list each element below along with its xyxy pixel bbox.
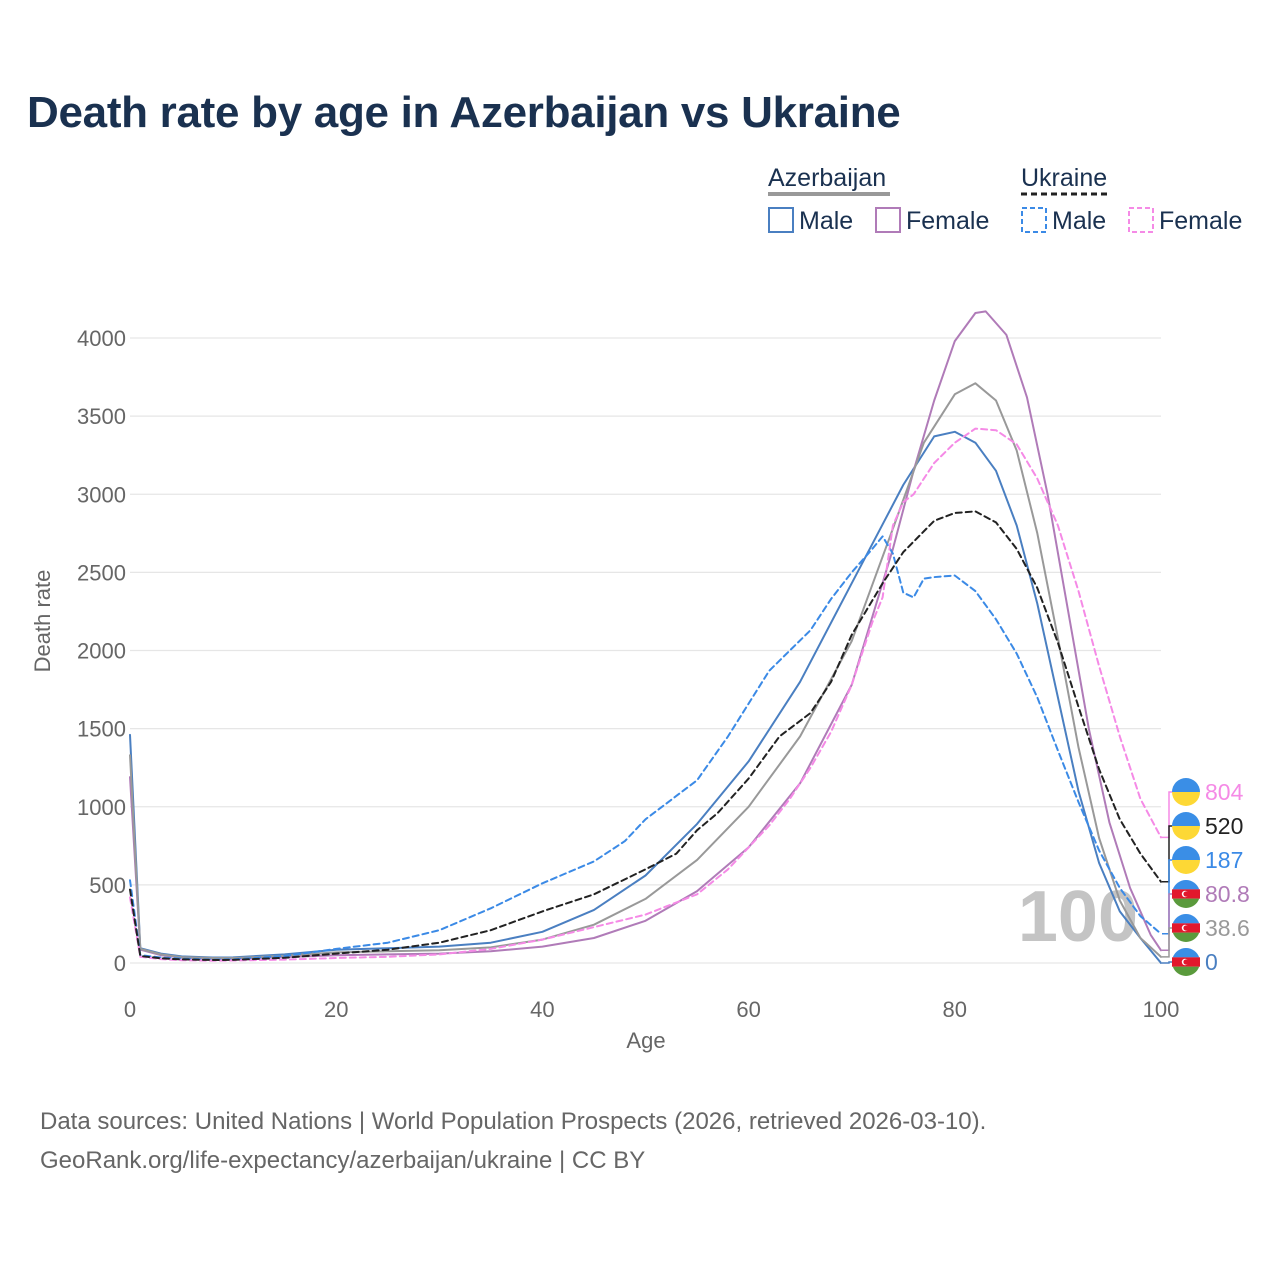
legend-ukraine-female-label: Female — [1159, 207, 1242, 235]
flag-bottom-half — [1172, 826, 1200, 840]
chart-title: Death rate by age in Azerbaijan vs Ukrai… — [27, 88, 901, 137]
series-az_total-line — [129, 382, 1162, 959]
legend: Azerbaijan Ukraine Male Female Male Fema… — [768, 164, 1242, 235]
flag-azerbaijan-icon-az_total — [1172, 914, 1200, 943]
age-watermark: 100 — [1018, 877, 1138, 957]
flag-ukraine-icon-ua_female — [1172, 778, 1200, 806]
series-ua_male-line — [129, 535, 1162, 961]
series-ua_total-line — [129, 510, 1162, 961]
end-label-ua_male: 187 — [1205, 847, 1243, 873]
flag-top-band — [1172, 947, 1200, 958]
end-labels: 804 520 187 80.8 38.6 0 — [1162, 778, 1250, 977]
flag-azerbaijan-icon-az_male — [1172, 947, 1200, 977]
legend-ukraine-male-label: Male — [1052, 207, 1106, 235]
legend-ukraine-female-swatch — [1128, 207, 1154, 233]
end-label-az_female: 80.8 — [1205, 881, 1250, 907]
legend-azerbaijan-female-label: Female — [906, 207, 989, 235]
gridlines — [130, 337, 1161, 964]
flag-bottom-half — [1172, 792, 1200, 806]
y-axis-label: Death rate — [30, 570, 55, 673]
x-axis-label: Age — [626, 1028, 665, 1053]
flag-bottom-band — [1172, 966, 1200, 977]
flag-top-half — [1172, 778, 1200, 792]
legend-ukraine-male-swatch — [1021, 207, 1047, 233]
x-tick-100: 100 — [1143, 997, 1180, 1022]
legend-azerbaijan-male-swatch — [768, 207, 794, 233]
y-tick-3500: 3500 — [77, 404, 126, 429]
flag-crescent-cut — [1183, 891, 1189, 897]
x-tick-20: 20 — [324, 997, 348, 1022]
y-tick-1000: 1000 — [77, 795, 126, 820]
x-tick-80: 80 — [943, 997, 967, 1022]
flag-bottom-band — [1172, 898, 1200, 909]
y-tick-500: 500 — [89, 873, 126, 898]
y-tick-1500: 1500 — [77, 717, 126, 742]
flag-ukraine-icon-ua_total — [1172, 812, 1200, 840]
end-label-ua_total: 520 — [1205, 813, 1243, 839]
end-label-az_male: 0 — [1205, 949, 1218, 975]
series-az_male-line — [129, 430, 1162, 964]
y-tick-3000: 3000 — [77, 482, 126, 507]
x-tick-60: 60 — [736, 997, 760, 1022]
y-tick-2000: 2000 — [77, 639, 126, 664]
source-line-2: GeoRank.org/life-expectancy/azerbaijan/u… — [40, 1147, 646, 1174]
legend-group-ukraine: Ukraine — [1021, 164, 1107, 192]
legend-group-azerbaijan: Azerbaijan — [768, 164, 886, 192]
flag-top-half — [1172, 846, 1200, 860]
flag-bottom-half — [1172, 860, 1200, 874]
y-tick-2500: 2500 — [77, 560, 126, 585]
flag-bottom-band — [1172, 932, 1200, 943]
y-tick-0: 0 — [114, 951, 126, 976]
end-label-ua_female: 804 — [1205, 779, 1244, 805]
y-tick-4000: 4000 — [77, 326, 126, 351]
x-axis-ticks: 0 20 40 60 80 100 — [124, 997, 1179, 1022]
series-lines — [129, 310, 1162, 964]
x-tick-0: 0 — [124, 997, 136, 1022]
x-tick-40: 40 — [530, 997, 554, 1022]
y-axis-ticks: 0 500 1000 1500 2000 2500 3000 3500 4000 — [77, 326, 126, 976]
flag-ukraine-icon-ua_male — [1172, 846, 1200, 874]
end-label-az_total: 38.6 — [1205, 915, 1250, 941]
flag-crescent-cut — [1183, 925, 1189, 931]
series-ua_female-line — [129, 427, 1162, 962]
flag-top-band — [1172, 914, 1200, 924]
flag-top-band — [1172, 880, 1200, 890]
flag-azerbaijan-icon-az_female — [1172, 880, 1200, 909]
flag-crescent-cut — [1183, 959, 1189, 965]
flag-top-half — [1172, 812, 1200, 826]
legend-azerbaijan-male-label: Male — [799, 207, 853, 235]
source-line-1: Data sources: United Nations | World Pop… — [40, 1108, 987, 1135]
legend-azerbaijan-female-swatch — [875, 207, 901, 233]
